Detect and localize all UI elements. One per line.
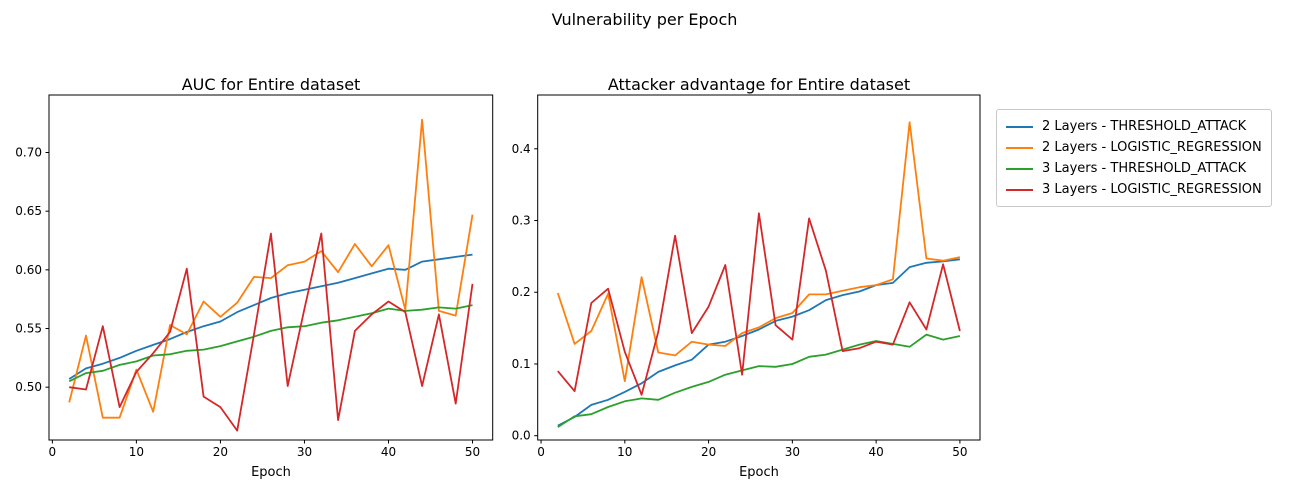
legend-item: 2 Layers - LOGISTIC_REGRESSION <box>1006 137 1262 158</box>
auc-series-2-layers-threshold-attack <box>68 253 473 380</box>
auc-series-3-layers-threshold-attack <box>68 304 473 383</box>
auc-y-tick-label: 0.50 <box>15 380 42 394</box>
advantage-x-tick-label: 20 <box>701 445 716 459</box>
advantage-y-tick-label: 0.2 <box>512 285 531 299</box>
legend-line-swatch <box>1006 146 1033 149</box>
advantage-x-tick-label: 50 <box>952 445 967 459</box>
auc-x-axis-label: Epoch <box>251 465 291 480</box>
auc-series-2-layers-logistic-regression <box>68 118 474 419</box>
legend-item-label: 2 Layers - LOGISTIC_REGRESSION <box>1042 140 1262 155</box>
advantage-plot-border <box>537 94 981 441</box>
auc-x-tick-label: 50 <box>465 445 480 459</box>
legend-item: 3 Layers - THRESHOLD_ATTACK <box>1006 158 1262 179</box>
advantage-chart: 0 10 20 30 40 50 0.0 0.1 0.2 0.3 0.4 <box>512 94 981 459</box>
auc-series-3-layers-logistic-regression <box>69 232 474 432</box>
legend-item: 3 Layers - LOGISTIC_REGRESSION <box>1006 179 1262 200</box>
advantage-chart-title: Attacker advantage for Entire dataset <box>607 75 911 94</box>
legend-line-swatch <box>1006 167 1033 170</box>
advantage-y-tick-label: 0.0 <box>512 429 531 443</box>
advantage-y-tick-label: 0.1 <box>512 357 531 371</box>
auc-x-tick-label: 10 <box>129 445 144 459</box>
auc-chart-title: AUC for Entire dataset <box>181 75 361 94</box>
advantage-x-axis-label: Epoch <box>739 465 779 480</box>
legend-item-label: 2 Layers - THRESHOLD_ATTACK <box>1042 119 1247 134</box>
auc-y-tick-label: 0.60 <box>15 263 42 277</box>
advantage-series-2-layers-threshold-attack <box>557 258 961 427</box>
auc-x-tick-label: 0 <box>49 445 57 459</box>
auc-y-tick-label: 0.70 <box>15 146 42 160</box>
legend-item-label: 3 Layers - THRESHOLD_ATTACK <box>1042 161 1247 176</box>
legend-line-swatch <box>1006 188 1033 191</box>
legend: 2 Layers - THRESHOLD_ATTACK 2 Layers - L… <box>996 109 1272 207</box>
advantage-x-tick-label: 30 <box>785 445 800 459</box>
legend-item-label: 3 Layers - LOGISTIC_REGRESSION <box>1042 182 1262 197</box>
auc-x-tick-label: 20 <box>213 445 228 459</box>
auc-chart: 0 10 20 30 40 50 0.50 0.55 0.60 0.65 0.70 <box>15 94 494 459</box>
auc-x-tick-label: 30 <box>297 445 312 459</box>
auc-y-tick-label: 0.55 <box>15 322 42 336</box>
legend-line-swatch <box>1006 125 1033 128</box>
legend-item: 2 Layers - THRESHOLD_ATTACK <box>1006 116 1262 137</box>
advantage-y-tick-label: 0.3 <box>512 214 531 228</box>
auc-x-tick-label: 40 <box>381 445 396 459</box>
auc-plot-border <box>48 94 494 441</box>
advantage-x-tick-label: 0 <box>537 445 545 459</box>
figure-suptitle: Vulnerability per Epoch <box>551 10 738 29</box>
advantage-series-3-layers-logistic-regression <box>557 212 961 396</box>
advantage-y-tick-label: 0.4 <box>512 142 531 156</box>
advantage-series-2-layers-logistic-regression <box>556 121 961 383</box>
advantage-x-tick-label: 10 <box>617 445 632 459</box>
auc-y-tick-label: 0.65 <box>15 204 42 218</box>
advantage-x-tick-label: 40 <box>868 445 883 459</box>
